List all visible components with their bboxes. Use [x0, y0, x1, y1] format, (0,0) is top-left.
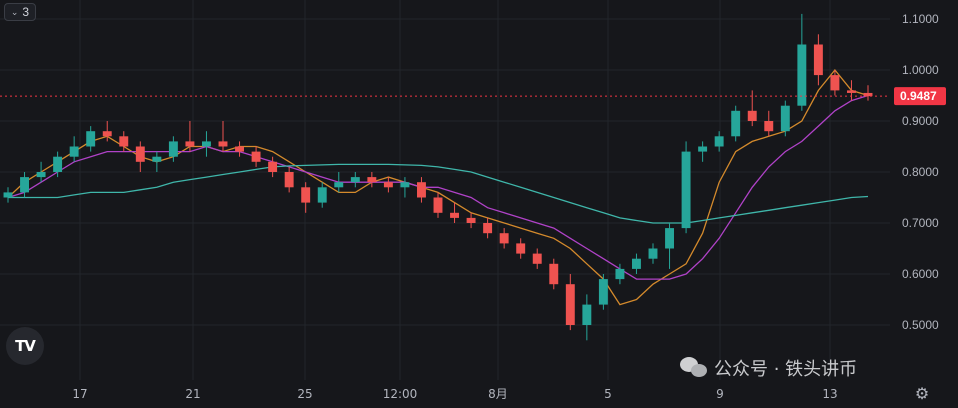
candle	[483, 217, 493, 239]
candle	[598, 274, 608, 310]
time-tick-label: 21	[185, 387, 200, 401]
candle	[433, 192, 443, 218]
candle	[251, 146, 261, 167]
candle	[383, 177, 393, 193]
time-tick-label: 12:00	[383, 387, 418, 401]
candle	[218, 121, 228, 152]
candle	[334, 172, 344, 193]
time-axis: 17 21 25 12:00 8月 5 9 13	[72, 387, 837, 401]
candle	[615, 263, 625, 285]
price-tick-label: 0.9000	[902, 114, 939, 128]
time-tick-label: 8月	[488, 387, 508, 401]
candle	[731, 105, 741, 142]
indicator-toggle-button[interactable]: ⌄ 3	[4, 3, 36, 21]
candle	[135, 141, 145, 172]
candle	[797, 13, 807, 111]
candle	[764, 110, 774, 137]
candle	[119, 131, 129, 152]
moving-average-line	[7, 94, 869, 280]
candle	[152, 151, 162, 172]
candle	[648, 243, 658, 264]
candle	[516, 238, 526, 259]
candlesticks	[3, 13, 873, 341]
candle	[185, 121, 195, 152]
candle	[846, 80, 856, 101]
candle	[284, 166, 294, 193]
candle	[102, 121, 112, 142]
candle	[416, 177, 426, 203]
price-axis: 1.1000 1.0000 0.9000 0.8000 0.7000 0.6000 0.50…	[902, 12, 939, 332]
last-price-badge: 0.9487	[894, 87, 946, 106]
candle	[367, 172, 377, 188]
moving-average-line	[8, 163, 869, 224]
time-tick-label: 5	[604, 387, 612, 401]
candle	[53, 151, 63, 178]
moving-averages	[7, 68, 869, 306]
price-tick-label: 0.7000	[902, 216, 939, 230]
price-tick-label: 0.8000	[902, 165, 939, 179]
candle	[499, 228, 509, 249]
candle	[3, 187, 13, 203]
time-tick-label: 17	[72, 387, 87, 401]
candle	[268, 156, 278, 178]
wechat-icon	[680, 357, 708, 379]
candle	[301, 182, 311, 213]
time-tick-label: 9	[716, 387, 724, 401]
candle	[466, 212, 476, 229]
price-tick-label: 0.5000	[902, 318, 939, 332]
chevron-down-icon: ⌄	[10, 6, 19, 17]
candle	[863, 85, 873, 101]
candle	[20, 172, 30, 198]
candle	[168, 136, 178, 162]
tradingview-logo[interactable]: TV	[6, 327, 44, 365]
candle	[317, 182, 327, 208]
candle	[681, 141, 691, 234]
candle	[235, 141, 245, 157]
candle	[549, 258, 559, 290]
candle	[201, 131, 211, 157]
candle	[36, 161, 46, 183]
candle	[582, 294, 592, 341]
chart-grid	[0, 0, 890, 380]
candle	[450, 202, 460, 223]
candle	[350, 172, 360, 188]
candle	[400, 177, 410, 198]
time-tick-label: 25	[297, 387, 312, 401]
candle	[86, 126, 96, 152]
candle	[532, 248, 542, 269]
candle	[631, 253, 641, 274]
candle	[69, 136, 79, 162]
indicator-count: 3	[22, 5, 30, 19]
candle	[714, 131, 724, 152]
candle	[780, 100, 790, 137]
watermark-text: 公众号 · 铁头讲币	[714, 359, 858, 380]
time-tick-label: 13	[822, 387, 837, 401]
candle	[747, 90, 757, 127]
candle	[565, 274, 575, 331]
price-tick-label: 1.0000	[902, 63, 939, 77]
candle	[830, 70, 840, 96]
candle	[665, 223, 675, 269]
candle	[813, 34, 823, 86]
gear-icon[interactable]: ⚙	[914, 386, 930, 403]
last-price-label: 0.9487	[900, 89, 937, 103]
price-tick-label: 0.6000	[902, 267, 939, 281]
price-tick-label: 1.1000	[902, 12, 939, 26]
candle	[698, 141, 708, 162]
watermark: 公众号 · 铁头讲币	[680, 355, 857, 381]
